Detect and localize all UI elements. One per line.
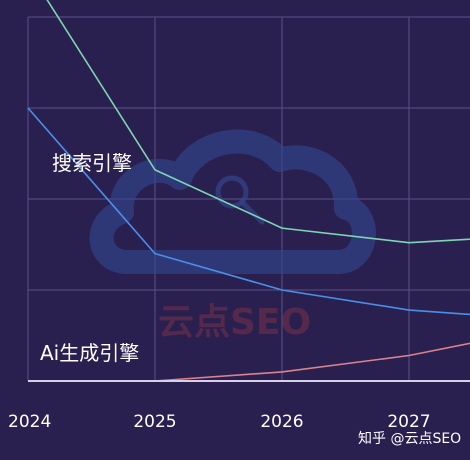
watermark-text: 云点SEO bbox=[158, 302, 311, 343]
credit-text: 知乎 @云点SEO bbox=[358, 430, 461, 447]
series-label-search-engine: 搜索引擎 bbox=[52, 151, 132, 175]
x-tick-label: 2025 bbox=[133, 412, 176, 432]
x-tick-label: 2024 bbox=[8, 412, 51, 432]
watermark: 云点SEO bbox=[89, 129, 376, 343]
cloud-search-logo bbox=[89, 129, 376, 274]
x-tick-label: 2026 bbox=[260, 412, 303, 432]
x-tick-label: 2027 bbox=[387, 412, 430, 432]
series-label-ai-engine: Ai生成引擎 bbox=[40, 341, 139, 365]
x-tick-labels: 2024 2025 2026 2027 bbox=[8, 412, 431, 432]
